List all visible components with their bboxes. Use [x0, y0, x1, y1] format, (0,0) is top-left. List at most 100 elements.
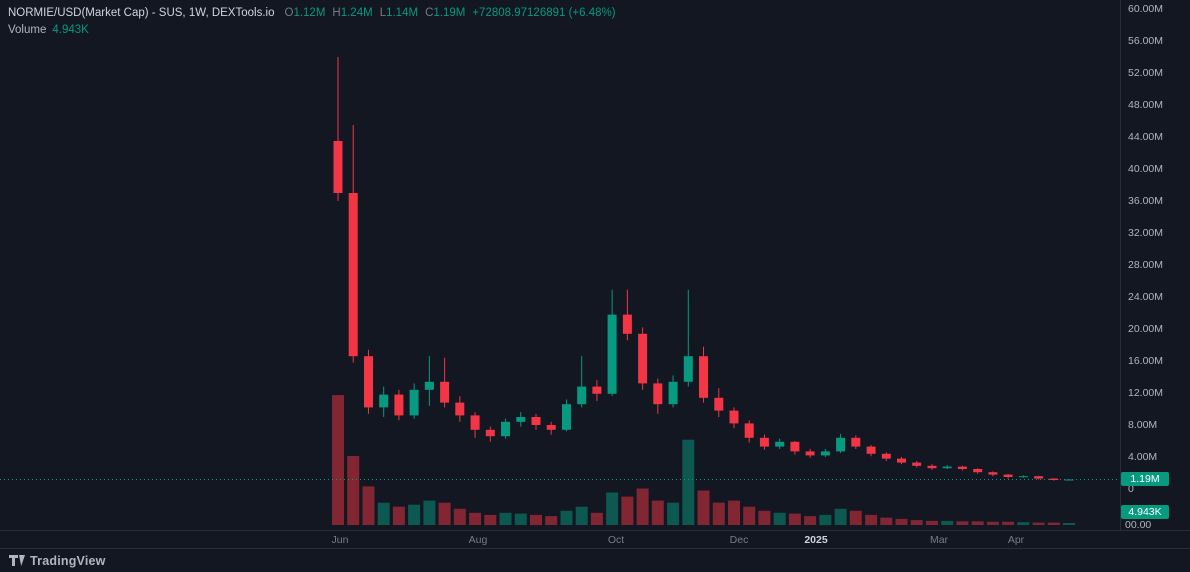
candle-body: [988, 472, 998, 475]
volume-bar: [575, 506, 588, 525]
volume-bar: [545, 516, 558, 525]
volume-bar: [971, 521, 984, 525]
volume-bar: [332, 395, 344, 525]
volume-bar: [849, 510, 862, 525]
volume-bar: [560, 510, 573, 525]
volume-bar: [926, 520, 938, 525]
time-axis-label: Jun: [331, 534, 349, 546]
candle-body: [485, 429, 495, 437]
volume-bar: [453, 508, 466, 525]
volume-bar: [910, 520, 923, 525]
open-value: 1.12M: [293, 7, 326, 19]
price-axis-label: 32.00M: [1128, 227, 1164, 239]
candle-body: [577, 386, 587, 405]
close-label: C: [425, 7, 434, 19]
volume-bar: [514, 513, 527, 525]
symbol-title[interactable]: NORMIE/USD(Market Cap) - SUS, 1W, DEXToo…: [8, 7, 275, 19]
candle-body: [729, 410, 739, 424]
candle-body: [790, 441, 800, 452]
candle-body: [942, 466, 952, 469]
low-value: 1.14M: [386, 7, 419, 19]
volume-bar: [895, 518, 908, 525]
volume-bar: [773, 512, 786, 525]
price-axis-label: 24.00M: [1128, 291, 1164, 303]
volume-bar: [743, 506, 756, 525]
candle-body: [501, 421, 510, 437]
low-label: L: [379, 7, 387, 19]
candle-body: [1034, 476, 1044, 479]
volume-label: Volume: [8, 24, 47, 36]
volume-axis-partial-label: 00.00: [1125, 519, 1152, 531]
price-axis-label: 52.00M: [1128, 67, 1164, 79]
chart-legend: NORMIE/USD(Market Cap) - SUS, 1W, DEXToo…: [8, 7, 616, 41]
volume-bar: [956, 521, 969, 525]
symbol-legend-row: NORMIE/USD(Market Cap) - SUS, 1W, DEXToo…: [8, 7, 616, 19]
volume-bar: [1032, 522, 1045, 525]
candle-body: [744, 423, 754, 438]
tradingview-brand-link[interactable]: TradingView: [30, 553, 106, 568]
chart-plot-area[interactable]: NORMIE/USD(Market Cap) - SUS, 1W, DEXToo…: [0, 0, 1120, 530]
candle-body: [424, 381, 434, 390]
ohlc-open: O1.12M: [284, 7, 325, 19]
volume-bar: [392, 506, 405, 525]
volume-bar: [986, 521, 999, 525]
volume-bar: [758, 510, 771, 525]
volume-bar: [712, 502, 725, 525]
price-axis-label: 4.00M: [1128, 451, 1158, 463]
price-axis-label: 60.00M: [1128, 3, 1164, 15]
change-value: +72808.97126891 (+6.48%): [472, 7, 616, 19]
price-axis[interactable]: 1.19M 4.943K 00.00 60.00M 56.00M 52.00M 48.…: [1120, 0, 1190, 531]
price-axis-label: 8.00M: [1128, 419, 1158, 431]
candle-body: [653, 383, 663, 405]
price-axis-label: 40.00M: [1128, 163, 1164, 175]
candle-body: [394, 394, 404, 416]
volume-bar: [667, 502, 680, 525]
candle-body: [364, 356, 373, 408]
volume-bar: [606, 492, 619, 525]
candle-body: [531, 417, 541, 425]
footer-bar: TradingView: [0, 548, 1190, 572]
time-axis-label: Oct: [607, 534, 625, 546]
candle-body: [379, 394, 389, 408]
volume-bar: [804, 516, 817, 525]
candle-body: [699, 356, 708, 398]
volume-bar: [651, 500, 664, 525]
volume-legend-row: Volume 4.943K: [8, 24, 616, 36]
candle-body: [470, 415, 480, 430]
time-axis-label: Dec: [729, 534, 749, 546]
volume-bar: [941, 520, 954, 525]
candle-body: [805, 451, 815, 456]
volume-bar: [788, 513, 801, 525]
price-axis-label: 36.00M: [1128, 195, 1164, 207]
tradingview-logo-icon[interactable]: [9, 554, 25, 567]
volume-bar: [636, 488, 649, 525]
time-axis[interactable]: Jun Aug Oct Dec 2025 Mar Apr: [0, 530, 1190, 549]
candle-body: [759, 437, 769, 447]
high-value: 1.24M: [340, 7, 373, 19]
volume-bar: [1047, 522, 1060, 525]
candle-body: [1018, 476, 1028, 478]
candle-body: [912, 462, 922, 466]
volume-bar: [469, 512, 482, 525]
candle-body: [1003, 474, 1013, 477]
candle-body: [1049, 478, 1059, 480]
last-volume-badge: 4.943K: [1121, 505, 1169, 519]
volume-bar: [484, 514, 497, 526]
volume-bar: [530, 514, 542, 526]
volume-bar: [834, 508, 847, 525]
candle-body: [333, 141, 343, 193]
volume-bar: [728, 500, 740, 525]
time-axis-label: Mar: [929, 534, 949, 546]
candle-body: [562, 404, 571, 430]
volume-bar: [865, 514, 878, 526]
candle-body: [546, 425, 556, 430]
candlestick-volume-canvas[interactable]: [0, 0, 1120, 530]
candle-body: [957, 466, 967, 469]
price-axis-label: 56.00M: [1128, 35, 1164, 47]
candle-body: [622, 314, 632, 334]
volume-bar: [408, 504, 421, 525]
volume-bar: [880, 517, 893, 525]
volume-bar: [377, 502, 390, 525]
price-axis-label: 48.00M: [1128, 99, 1164, 111]
volume-bar: [1017, 522, 1030, 525]
